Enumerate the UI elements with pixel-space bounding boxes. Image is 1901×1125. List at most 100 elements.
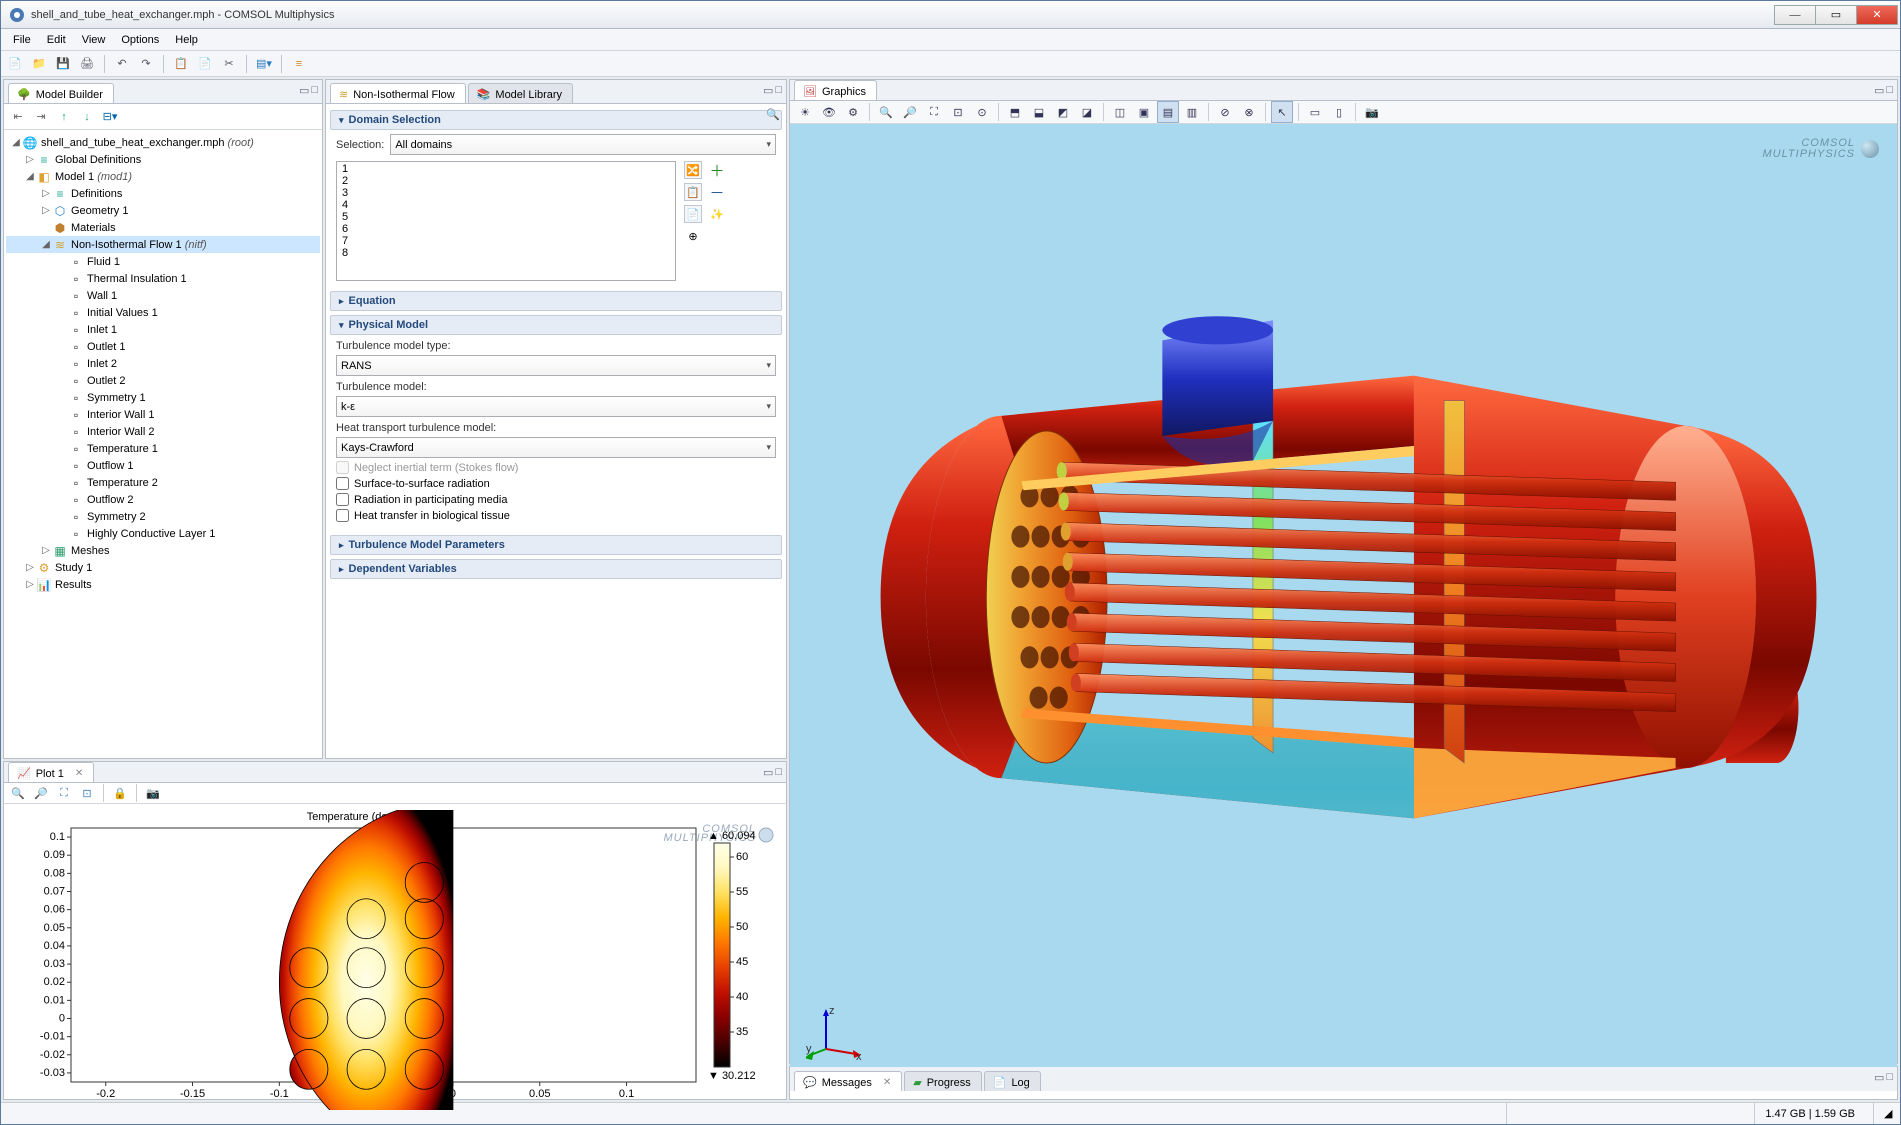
section-turb-params[interactable]: Turbulence Model Parameters <box>330 535 782 555</box>
zoom-box-icon[interactable]: ⛶ <box>54 783 74 803</box>
panel-max-icon[interactable]: □ <box>775 84 782 97</box>
domain-listbox[interactable]: 1 2 3 4 5 6 7 8 <box>336 161 676 281</box>
menu-view[interactable]: View <box>74 32 114 48</box>
chk-s2s[interactable]: Surface-to-surface radiation <box>336 477 776 490</box>
select-toggle-icon[interactable]: 🔀 <box>684 161 702 179</box>
open-icon[interactable]: 📁 <box>29 54 49 74</box>
tree-thermal-ins[interactable]: Thermal Insulation 1 <box>87 273 187 285</box>
print-icon[interactable]: 🖨 <box>77 54 97 74</box>
panel-min-icon[interactable]: ▭ <box>763 766 773 779</box>
transparency-icon[interactable]: 👁 <box>818 101 840 123</box>
list-item[interactable]: 8 <box>338 247 674 259</box>
chk-stokes[interactable]: Neglect inertial term (Stokes flow) <box>336 461 776 474</box>
tree-fluid1[interactable]: Fluid 1 <box>87 256 120 268</box>
zoom-extents-icon[interactable]: ⊡ <box>947 101 969 123</box>
chk-bio[interactable]: Heat transfer in biological tissue <box>336 509 776 522</box>
menu-edit[interactable]: Edit <box>39 32 74 48</box>
zoom-in-icon[interactable]: 🔍 <box>8 783 28 803</box>
list-item[interactable]: 1 <box>338 163 674 175</box>
show-icon[interactable]: ⊟▾ <box>100 107 120 127</box>
clip2-icon[interactable]: ▯ <box>1328 101 1350 123</box>
tab-plot1[interactable]: 📈Plot 1✕ <box>8 762 94 782</box>
next-icon[interactable]: ↓ <box>77 107 97 127</box>
new-icon[interactable]: 📄 <box>5 54 25 74</box>
zoom-out-icon[interactable]: 🔎 <box>31 783 51 803</box>
copy-icon[interactable]: 📋 <box>171 54 191 74</box>
camera-icon[interactable]: 📷 <box>1361 101 1383 123</box>
select-edge-icon[interactable]: ▤ <box>1157 101 1179 123</box>
list-item[interactable]: 2 <box>338 175 674 187</box>
tab-messages[interactable]: 💬Messages✕ <box>794 1071 902 1091</box>
minimize-button[interactable]: — <box>1774 5 1816 25</box>
list-item[interactable]: 7 <box>338 235 674 247</box>
section-domain-selection[interactable]: Domain Selection <box>330 110 782 130</box>
collapse-icon[interactable]: ⇥ <box>31 107 51 127</box>
menu-options[interactable]: Options <box>113 32 167 48</box>
model-wizard-icon[interactable]: ▤▾ <box>254 54 274 74</box>
tree-results[interactable]: Results <box>55 579 92 591</box>
status-resize-grip[interactable]: ◢ <box>1873 1103 1894 1124</box>
selection-dropdown[interactable]: All domains <box>390 134 776 155</box>
tree-sym1[interactable]: Symmetry 1 <box>87 392 146 404</box>
tab-model-builder[interactable]: 🌳 Model Builder <box>8 83 114 103</box>
tab-graphics[interactable]: 🖼Graphics <box>794 80 877 100</box>
paste-icon[interactable]: 📄 <box>195 54 215 74</box>
tree-temp2[interactable]: Temperature 2 <box>87 477 158 489</box>
tree-definitions[interactable]: Definitions <box>71 188 122 200</box>
tree-outflow2[interactable]: Outflow 2 <box>87 494 133 506</box>
turb-model-dropdown[interactable]: k-ε <box>336 396 776 417</box>
tree-init-vals[interactable]: Initial Values 1 <box>87 307 158 319</box>
tree-materials[interactable]: Materials <box>71 222 116 234</box>
tree-hcl[interactable]: Highly Conductive Layer 1 <box>87 528 215 540</box>
tab-non-isothermal-flow[interactable]: ≋Non-Isothermal Flow <box>330 83 466 103</box>
tree-sym2[interactable]: Symmetry 2 <box>87 511 146 523</box>
delete-icon[interactable]: ✂ <box>219 54 239 74</box>
tree-global-defs[interactable]: Global Definitions <box>55 154 141 166</box>
list-item[interactable]: 3 <box>338 187 674 199</box>
list-item[interactable]: 5 <box>338 211 674 223</box>
menu-file[interactable]: File <box>5 32 39 48</box>
tree-outlet1[interactable]: Outlet 1 <box>87 341 126 353</box>
undo-icon[interactable]: ↶ <box>112 54 132 74</box>
tree-iwall1[interactable]: Interior Wall 1 <box>87 409 154 421</box>
maximize-button[interactable]: ▭ <box>1815 5 1857 25</box>
zoom-in-icon[interactable]: 🔍 <box>875 101 897 123</box>
tree-inlet2[interactable]: Inlet 2 <box>87 358 117 370</box>
tab-model-library[interactable]: 📚Model Library <box>468 83 573 103</box>
close-button[interactable]: ✕ <box>1856 5 1898 25</box>
compute-icon[interactable]: ≡ <box>289 54 309 74</box>
list-item[interactable]: 4 <box>338 199 674 211</box>
chk-partmedia[interactable]: Radiation in participating media <box>336 493 776 506</box>
tree-outflow1[interactable]: Outflow 1 <box>87 460 133 472</box>
tree-iwall2[interactable]: Interior Wall 2 <box>87 426 154 438</box>
prev-icon[interactable]: ↑ <box>54 107 74 127</box>
tree-inlet1[interactable]: Inlet 1 <box>87 324 117 336</box>
remove-icon[interactable]: － <box>708 183 726 201</box>
tree-wall1[interactable]: Wall 1 <box>87 290 117 302</box>
default-view-icon[interactable]: ◪ <box>1076 101 1098 123</box>
panel-min-icon[interactable]: ▭ <box>1874 1071 1884 1084</box>
tree-meshes[interactable]: Meshes <box>71 545 110 557</box>
save-icon[interactable]: 💾 <box>53 54 73 74</box>
list-item[interactable]: 6 <box>338 223 674 235</box>
zoom-sel-icon[interactable]: ⊙ <box>971 101 993 123</box>
zoom-extents-icon[interactable]: ⊡ <box>77 783 97 803</box>
panel-max-icon[interactable]: □ <box>775 766 782 779</box>
scene-light-icon[interactable]: ☀ <box>794 101 816 123</box>
heat-turb-dropdown[interactable]: Kays-Crawford <box>336 437 776 458</box>
paste-sel-icon[interactable]: 📄 <box>684 205 702 223</box>
section-dep-vars[interactable]: Dependent Variables <box>330 559 782 579</box>
snapshot-icon[interactable]: 📷 <box>143 783 163 803</box>
yz-view-icon[interactable]: ⬓ <box>1028 101 1050 123</box>
graphics-canvas[interactable]: COMSOLMULTIPHYSICS z x y <box>790 124 1897 1080</box>
maximize-panel-icon[interactable]: □ <box>311 84 318 97</box>
select-boundary-icon[interactable]: ▣ <box>1133 101 1155 123</box>
turb-type-dropdown[interactable]: RANS <box>336 355 776 376</box>
tree-nitf[interactable]: Non-Isothermal Flow 1 <box>71 239 182 251</box>
expand-icon[interactable]: ⇤ <box>8 107 28 127</box>
add-icon[interactable]: ＋ <box>708 161 726 179</box>
clip-icon[interactable]: ▭ <box>1304 101 1326 123</box>
reset-hide-icon[interactable]: ⊗ <box>1238 101 1260 123</box>
tab-progress[interactable]: ▰Progress <box>904 1071 982 1091</box>
zoom-sel-icon[interactable]: ⊕ <box>684 227 702 245</box>
